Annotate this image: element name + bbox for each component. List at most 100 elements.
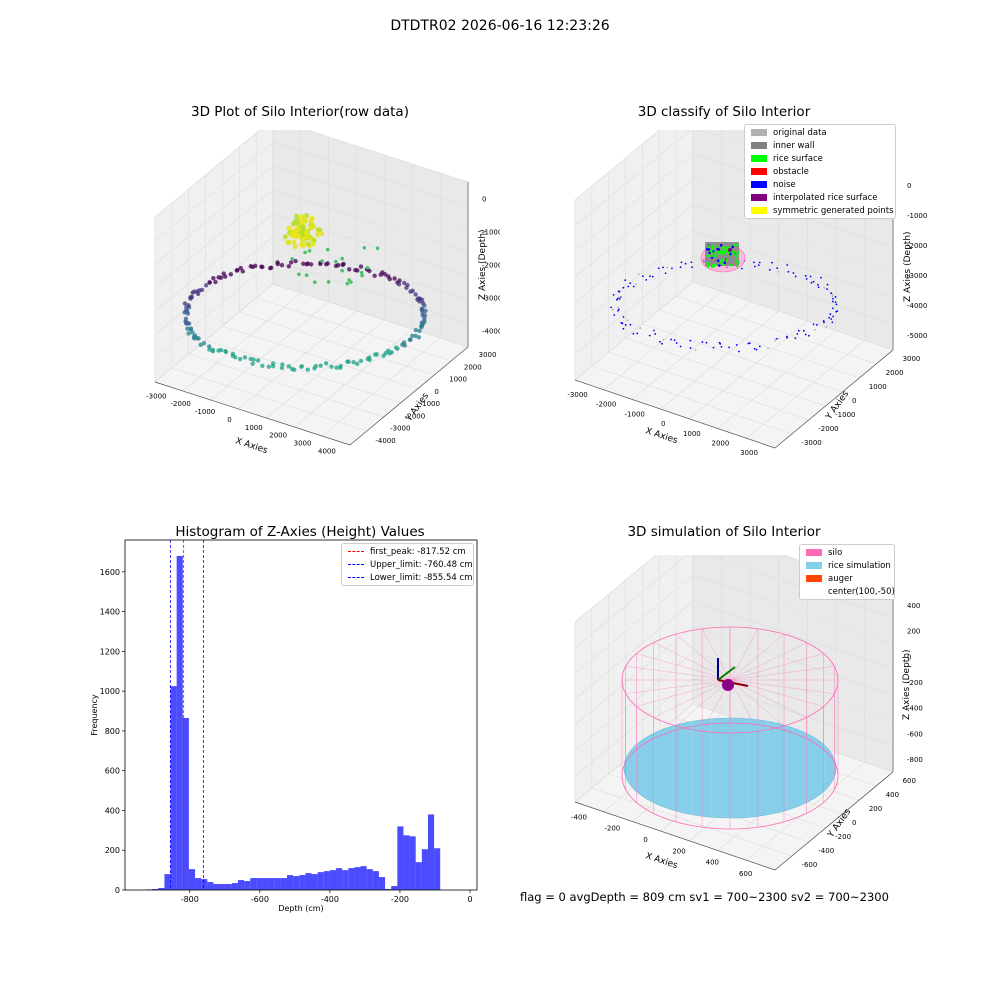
data-point [345,359,350,364]
grid-line [321,337,441,437]
legend-swatch [806,588,822,595]
histogram-bar [237,880,245,890]
grid-line [154,213,274,312]
noise-point [616,297,619,300]
histogram-bar [415,862,422,890]
noise-point [622,327,625,330]
noise-point [805,278,808,280]
noise-point [662,266,665,269]
silo-roof-line [729,679,807,718]
z-axis-label: Z Axies (Depth) [902,649,912,720]
legend-label: rice surface [773,153,823,164]
silo-roof-line [729,642,807,681]
noise-point [684,262,687,265]
data-point [286,225,292,231]
grid-line [182,292,302,392]
z-tick-label: -4000 [907,302,927,310]
histogram-bar [354,867,361,890]
noise-point [740,267,743,270]
noise-point [831,297,834,300]
histogram-bar [427,814,435,890]
z-tick-label: -2000 [907,242,927,250]
data-point [269,265,274,270]
data-point [308,224,314,230]
noise-point [823,287,826,289]
grid-line [574,153,694,252]
noise-point [826,288,828,291]
noise-point [626,319,629,322]
legend-line [348,564,364,565]
y-tick-label: -3000 [390,425,410,433]
legend-swatch [751,168,767,175]
noise-point [629,282,632,285]
grid-line [574,178,694,278]
noise-point [758,261,761,264]
data-point [413,292,418,297]
data-point [270,363,276,369]
histogram-bar [213,884,220,890]
legend-label: symmetric generated points [773,205,894,216]
data-point [419,297,425,302]
grid-line [692,204,894,274]
tick-labels: -400-2000200400600-600-400-2000200400600… [571,602,923,878]
legend-label: rice simulation [828,560,891,571]
data-point [365,265,370,270]
rice-surface-point [718,251,721,255]
panel4-legend: silo rice simulation auger center(100,-5… [799,544,895,600]
noise-point [834,301,837,304]
histogram-bar [268,878,275,890]
noise-point [817,283,819,286]
rice-surface-point [717,264,721,267]
grid-line [238,310,357,410]
x-axis-line [574,379,776,449]
histogram-bar [329,870,337,890]
data-point [282,234,288,240]
noise-point [753,265,756,268]
data-point [355,361,360,366]
grid-line [746,762,865,861]
rice-surface-point [737,261,740,265]
data-point [358,264,364,269]
rice-surface-point [725,249,729,252]
legend-swatch [751,181,767,188]
rice-surface-point [732,250,735,254]
x-tick-label: 600 [739,870,752,878]
noise-point [689,347,692,349]
noise-point [615,298,618,301]
data-point [347,267,352,272]
y-tick-label: 1600 [100,568,120,577]
data-point [410,288,415,294]
grid-line [603,291,722,390]
noise-point [632,332,635,335]
data-point [413,327,419,333]
rice-surface-point [716,247,719,251]
noise-point [657,267,660,270]
noise-point [618,308,620,311]
y-tick-label: -200 [835,833,851,841]
y-tick-label: 0 [852,819,856,827]
silo-roof-line [636,679,731,707]
legend-item: Upper_limit: -760.48 cm [342,558,473,571]
z-axis-label: Z Axies (Depth) [903,231,913,302]
silo-roof-line [729,679,824,707]
y-tick-label: 1000 [869,383,887,391]
histogram-bar [391,886,398,890]
histogram-bar [305,873,312,890]
y-tick-label: 1200 [100,647,120,656]
x-tick-label: 3000 [294,440,312,448]
data-point [375,246,380,251]
y-tick-label: -400 [818,847,834,855]
grid-line [574,555,688,648]
grid-line [574,626,694,726]
silo-roof-line [675,633,731,681]
rice-surface-point [712,265,715,268]
x-tick-label: 2000 [712,439,730,447]
noise-point [637,273,640,275]
legend-item: interpolated rice surface [745,191,895,204]
data-point [320,259,324,263]
x-tick-label: 0 [467,895,472,904]
grid-line [692,230,894,299]
rice-surface-point [711,249,715,253]
grid-line [272,165,469,230]
data-point [292,244,299,250]
